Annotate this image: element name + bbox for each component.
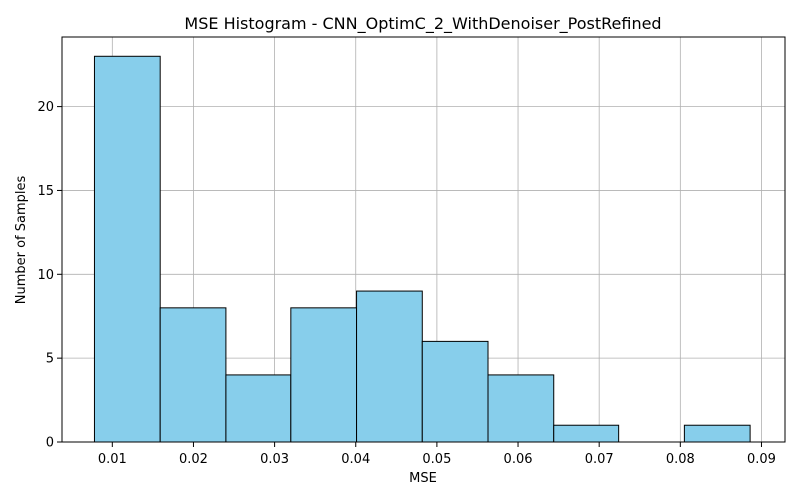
histogram-bar bbox=[553, 424, 620, 443]
x-tick-label: 0.09 bbox=[747, 452, 776, 467]
x-tick-label: 0.01 bbox=[98, 452, 127, 467]
histogram-bar bbox=[159, 307, 227, 443]
x-tick-label: 0.07 bbox=[585, 452, 614, 467]
histogram-bar bbox=[290, 307, 358, 443]
y-tick-label: 20 bbox=[37, 100, 54, 115]
y-axis-label: Number of Samples bbox=[14, 176, 29, 305]
histogram-bar bbox=[683, 424, 751, 443]
x-axis-ticks: 0.01 0.02 0.03 0.04 0.05 0.06 0.07 0.08 0.09 bbox=[98, 442, 776, 467]
histogram-bar bbox=[225, 374, 292, 443]
plot-frame bbox=[61, 36, 786, 443]
chart-title: MSE Histogram - CNN_OptimC_2_WithDenoise… bbox=[184, 14, 661, 34]
x-tick-label: 0.03 bbox=[260, 452, 289, 467]
histogram-bar bbox=[487, 374, 555, 443]
histogram-bar bbox=[93, 55, 161, 443]
histogram-bar bbox=[421, 340, 489, 443]
histogram-bar bbox=[356, 290, 423, 443]
x-tick-label: 0.04 bbox=[341, 452, 370, 467]
x-axis-label: MSE bbox=[409, 471, 437, 486]
y-tick-label: 0 bbox=[46, 436, 54, 451]
x-tick-label: 0.08 bbox=[666, 452, 695, 467]
x-tick-label: 0.02 bbox=[179, 452, 208, 467]
x-tick-label: 0.05 bbox=[422, 452, 451, 467]
y-tick-label: 5 bbox=[46, 352, 54, 367]
histogram-bars bbox=[93, 55, 751, 443]
y-axis-ticks: 0 5 10 15 20 bbox=[37, 100, 62, 451]
x-tick-label: 0.06 bbox=[504, 452, 533, 467]
y-tick-label: 15 bbox=[37, 184, 54, 199]
y-tick-label: 10 bbox=[37, 268, 54, 283]
